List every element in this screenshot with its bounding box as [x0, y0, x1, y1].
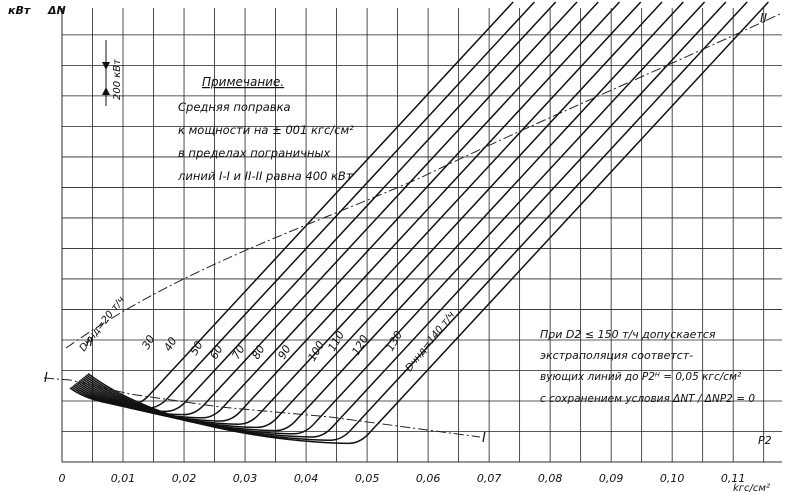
- side-note-line-4: с сохранением условия ΔNT / ΔNP2 = 0: [540, 393, 755, 405]
- series-curve: [72, 1, 557, 413]
- side-note-line-2: экстраполяция соответст-: [540, 349, 693, 362]
- side-note-line-1: При D2 ≤ 150 т/ч допускается: [540, 328, 716, 341]
- series-label: Dчнд=20 т/ч: [78, 295, 128, 354]
- x-tick-label: 0: [59, 472, 66, 485]
- x-unit-label: kгс/см²: [733, 483, 770, 494]
- series-label: 80: [249, 343, 267, 362]
- series-curve: [81, 1, 684, 432]
- scale-indicator: 200 кВт: [102, 40, 123, 106]
- series-label: 110: [325, 329, 347, 354]
- x-tick-label: 0,01: [111, 472, 136, 485]
- series-curve: [87, 1, 769, 445]
- series-label: 60: [207, 343, 225, 362]
- series-curve: [86, 1, 748, 441]
- x-tick-label: 0,11: [721, 472, 746, 485]
- series-curve: [77, 1, 621, 422]
- boundary-line-I: [43, 377, 481, 438]
- note-title: Примечание.: [202, 75, 284, 89]
- x-axis-label: P2: [758, 434, 772, 447]
- x-tick-label: 0,04: [294, 472, 319, 485]
- series-curve: [75, 1, 599, 419]
- y-unit-label: кВт: [8, 4, 31, 17]
- boundary-label-I-left: I: [44, 371, 48, 386]
- x-tick-label: 0,10: [660, 472, 685, 485]
- series-curve: [71, 1, 535, 409]
- series-curve: [83, 1, 706, 435]
- note-line-4: линий I-I и II-II равна 400 кВт: [177, 169, 353, 183]
- series-label: 70: [229, 343, 247, 362]
- note-line-3: в пределах пограничных: [178, 146, 331, 160]
- series-label: 100: [305, 339, 327, 364]
- series-curve: [74, 1, 578, 416]
- x-tick-label: 0,07: [477, 472, 502, 485]
- series-label: 30: [139, 333, 157, 352]
- x-tick-label: 0,09: [599, 472, 624, 485]
- x-tick-label: 0,08: [538, 472, 563, 485]
- note-block: Примечание. Средняя поправка к мощности …: [177, 75, 354, 183]
- x-tick-label: 0,06: [416, 472, 441, 485]
- series-curve: [80, 1, 663, 429]
- y-axis-label: ΔN: [47, 4, 66, 17]
- x-tick-label: 0,05: [355, 472, 380, 485]
- series-curve: [78, 1, 642, 425]
- series-label: 130: [383, 329, 405, 354]
- x-tick-label: 0,03: [233, 472, 258, 485]
- series-label: 40: [161, 335, 179, 354]
- series-curve: [69, 1, 514, 406]
- boundary-lines: [43, 13, 781, 438]
- series-label: 90: [275, 343, 293, 362]
- boundary-line-II: [65, 13, 781, 349]
- chart-grid: [61, 8, 782, 463]
- boundary-label-II-right: II: [760, 11, 768, 25]
- x-tick-labels: 0 0,01 0,02 0,03 0,04 0,05 0,06 0,07 0,08 0,09 0,1…: [59, 472, 746, 485]
- note-line-2: к мощности на ± 001 кгс/см²: [178, 123, 354, 137]
- boundary-label-I-right: I: [482, 431, 486, 446]
- series-label: 50: [187, 339, 205, 358]
- scale-indicator-label: 200 кВт: [112, 58, 123, 100]
- side-note-block: При D2 ≤ 150 т/ч допускается экстраполяц…: [540, 328, 755, 405]
- boundary-label-II-left: II: [86, 335, 94, 349]
- chart-series: [69, 1, 769, 445]
- x-tick-label: 0,02: [172, 472, 197, 485]
- side-note-line-3: вующих линий до P2ᴴ = 0,05 кгс/см²: [540, 371, 742, 383]
- note-line-1: Средняя поправка: [178, 100, 291, 114]
- series-curve: [84, 1, 727, 438]
